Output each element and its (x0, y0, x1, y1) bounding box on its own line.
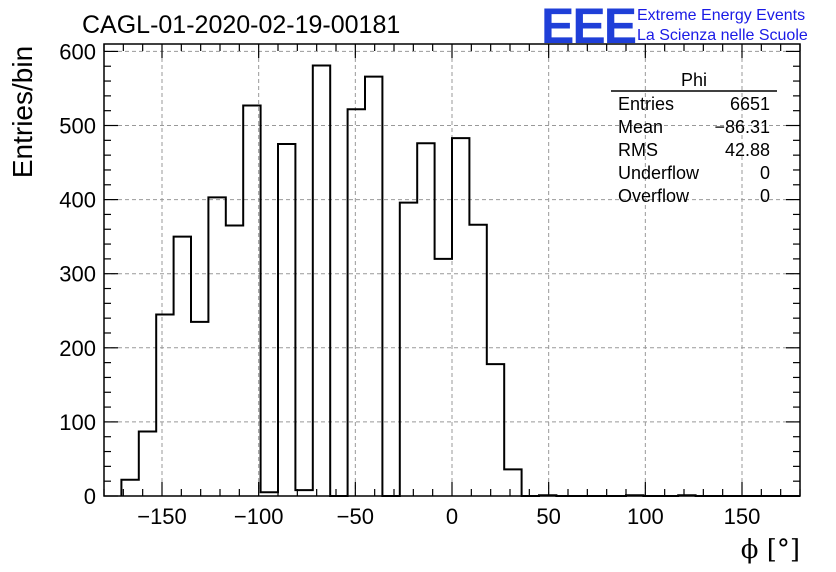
x-tick-label: 100 (627, 504, 664, 529)
stats-box: Phi Entries 6651 Mean −86.31 RMS 42.88 Underfl… (611, 70, 777, 206)
histogram-bin (504, 469, 521, 496)
x-tick-label: −50 (337, 504, 374, 529)
histogram-bin (400, 203, 417, 496)
x-tick-label: 150 (724, 504, 761, 529)
x-tick-label: 0 (446, 504, 458, 529)
histogram-bin (226, 226, 243, 496)
histogram-bin (174, 237, 191, 496)
logo-line-1: Extreme Energy Events (637, 7, 805, 24)
histogram-bin (452, 138, 469, 496)
histogram-outline (120, 64, 800, 497)
stat-label: Mean (618, 117, 663, 137)
stats-title: Phi (681, 70, 707, 90)
histogram-bin (487, 364, 504, 496)
x-tick-label: 50 (536, 504, 560, 529)
histogram-bin (417, 143, 434, 496)
y-tick-label: 600 (59, 39, 96, 64)
stats-rows: Entries 6651 Mean −86.31 RMS 42.88 Underflow 0 O… (618, 94, 770, 206)
y-tick-label: 300 (59, 262, 96, 287)
histogram-bin (208, 197, 225, 496)
logo-mark: EEE (541, 0, 636, 54)
stat-value: −86.31 (714, 117, 770, 137)
chart-title: CAGL-01-2020-02-19-00181 (82, 11, 400, 39)
y-tick-label: 0 (84, 484, 96, 509)
histogram-bin (365, 77, 382, 496)
stat-label: RMS (618, 140, 658, 160)
histogram-bin (278, 144, 295, 496)
stat-value: 6651 (730, 94, 770, 114)
stat-value: 0 (760, 163, 770, 183)
x-tick-label: −150 (137, 504, 187, 529)
histogram-bin (435, 259, 452, 496)
y-tick-label: 200 (59, 336, 96, 361)
y-tick-label: 400 (59, 188, 96, 213)
y-tick-label: 100 (59, 410, 96, 435)
histogram-bin (121, 480, 138, 496)
histogram-bin (243, 106, 260, 496)
histogram-bin (313, 65, 330, 496)
y-axis-label: Entries/bin (7, 46, 38, 178)
histogram-bin (348, 109, 365, 496)
x-axis-ticks: −150 −100 −50 0 50 100 150 (103, 44, 801, 529)
histogram-bin (156, 314, 173, 496)
y-tick-label: 500 (59, 114, 96, 139)
stat-label: Overflow (618, 186, 690, 206)
y-axis-ticks: 0 100 200 300 400 500 600 (59, 39, 800, 509)
x-tick-label: −100 (234, 504, 284, 529)
stat-label: Underflow (618, 163, 700, 183)
grid-lines (104, 44, 800, 496)
stat-label: Entries (618, 94, 674, 114)
histogram-bin (469, 225, 486, 496)
eee-logo: EEE Extreme Energy Events La Scienza nel… (541, 0, 808, 54)
stat-value: 42.88 (725, 140, 770, 160)
stat-value: 0 (760, 186, 770, 206)
logo-line-2: La Scienza nelle Scuole (637, 27, 808, 44)
x-axis-label: ϕ [°] (741, 535, 800, 565)
histogram-bin (139, 432, 156, 496)
